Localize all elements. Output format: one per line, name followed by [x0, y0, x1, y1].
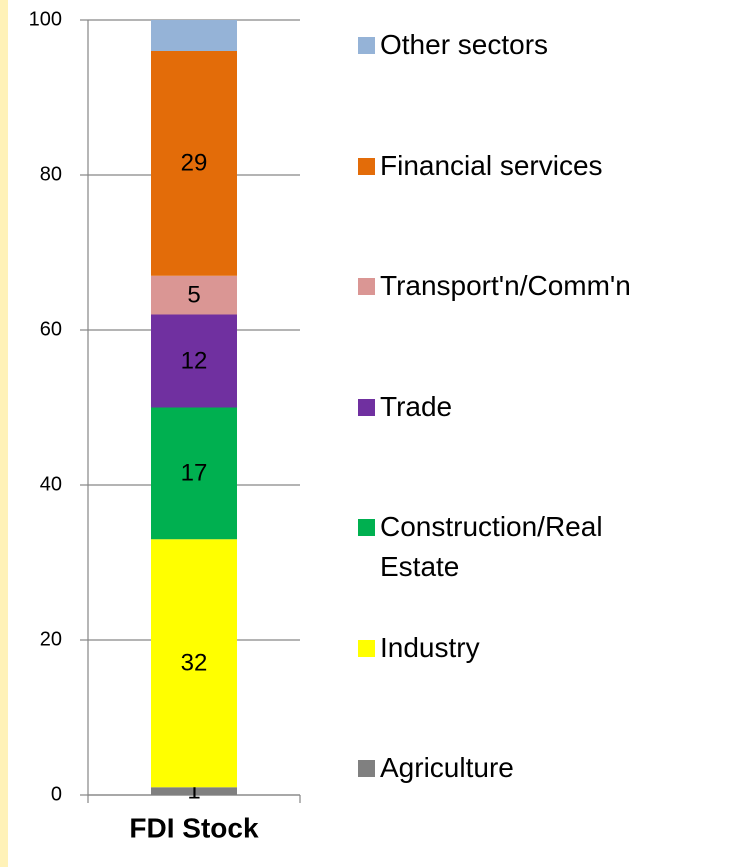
bar-segment [151, 20, 237, 51]
value-label: 5 [187, 281, 200, 308]
legend-swatch [358, 760, 375, 777]
x-tick-label: FDI Stock [129, 812, 259, 843]
y-tick-label: 40 [40, 473, 62, 495]
y-tick-label: 20 [40, 628, 62, 650]
legend-label: Trade [380, 390, 453, 422]
bar-segment [151, 539, 237, 788]
legend-swatch [358, 639, 375, 657]
y-tick-label: 60 [40, 318, 62, 340]
legend-swatch [358, 398, 375, 416]
bar-segment [151, 787, 237, 795]
legend-label: Industry [380, 631, 480, 663]
bar-segment [151, 407, 237, 540]
legend-label: Transport'n/Comm'n [380, 270, 631, 301]
legend-swatch [358, 37, 375, 54]
value-label: 12 [181, 347, 208, 374]
legend-label: Agriculture [380, 752, 514, 783]
bar-segment [151, 275, 237, 315]
bar-segment [151, 314, 237, 408]
legend-label: Other sectors [380, 29, 549, 60]
value-label: 29 [181, 150, 208, 177]
value-label: 17 [181, 460, 208, 487]
legend-swatch [358, 157, 375, 175]
y-tick-label: 80 [40, 163, 62, 185]
legend-swatch [358, 278, 375, 295]
legend-label: Financial services [380, 149, 603, 181]
legend-label: Construction/Real Estate [380, 511, 603, 582]
bar-segment [151, 51, 237, 276]
value-label: 32 [181, 650, 208, 677]
y-tick-label: 0 [51, 783, 62, 805]
y-tick-label: 100 [29, 8, 62, 30]
legend-swatch [358, 519, 375, 536]
side-strip [0, 0, 8, 867]
